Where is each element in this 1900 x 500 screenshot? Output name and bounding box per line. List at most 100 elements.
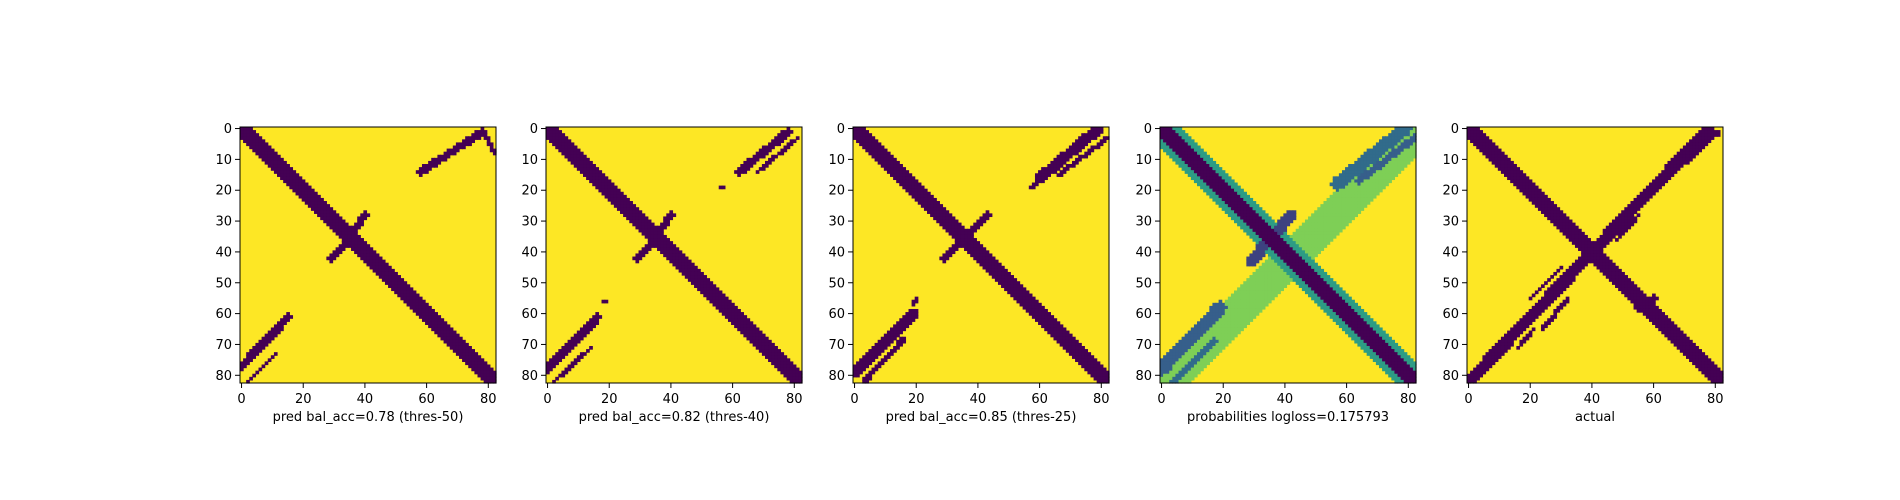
heatmap-cell <box>1360 321 1365 325</box>
heatmap-cell <box>749 333 754 338</box>
heatmap-cell <box>1044 167 1048 171</box>
heatmap-cell <box>914 194 919 199</box>
heatmap-cell <box>650 234 655 239</box>
heatmap-cell <box>911 185 916 190</box>
heatmap-cell <box>1308 238 1312 242</box>
y-tick-label: 10 <box>521 153 538 168</box>
heatmap-cell <box>468 358 472 363</box>
heatmap-cell <box>758 336 763 341</box>
heatmap-cell <box>1329 284 1334 288</box>
heatmap-cell <box>1197 327 1201 332</box>
heatmap-cell <box>902 315 907 319</box>
heatmap-cell <box>1105 370 1110 375</box>
heatmap-cell <box>979 222 984 227</box>
heatmap-cell <box>323 219 327 224</box>
heatmap-cell <box>406 302 411 307</box>
heatmap-cell <box>1221 345 1226 350</box>
heatmap-cell <box>660 234 664 239</box>
heatmap-cell <box>270 327 275 332</box>
heatmap-cell <box>979 216 984 221</box>
heatmap-cell <box>564 136 569 140</box>
heatmap-cell <box>317 213 321 218</box>
heatmap-cell <box>1304 284 1309 288</box>
heatmap-cell <box>997 265 1002 270</box>
heatmap-cell <box>1338 296 1343 301</box>
heatmap-cell <box>731 321 735 325</box>
heatmap-cell <box>1267 259 1272 264</box>
heatmap-cell <box>437 318 442 322</box>
heatmap-cell <box>945 253 950 258</box>
heatmap-cell <box>561 373 566 378</box>
heatmap-cell <box>1267 231 1272 236</box>
heatmap-cell <box>1409 361 1414 366</box>
heatmap-cell <box>1301 241 1306 245</box>
heatmap-cell <box>286 170 290 174</box>
heatmap-cell <box>546 133 550 137</box>
heatmap-cell <box>697 275 701 279</box>
heatmap-cell <box>1230 327 1235 332</box>
heatmap-cell <box>1252 290 1257 295</box>
heatmap-cell <box>477 136 482 140</box>
heatmap-cell <box>332 256 337 261</box>
heatmap-cell <box>1267 238 1272 242</box>
heatmap-cell <box>1286 256 1291 261</box>
heatmap-cell <box>920 201 925 205</box>
heatmap-cell <box>483 370 488 375</box>
heatmap-cell <box>1075 352 1079 356</box>
x-tick: 40 <box>663 383 679 407</box>
heatmap-cell <box>629 207 633 211</box>
heatmap-cell <box>1218 315 1223 319</box>
heatmap-cell <box>771 139 775 144</box>
heatmap-cell <box>1713 133 1718 137</box>
heatmap-cell <box>267 151 272 156</box>
heatmap-cell <box>1246 312 1251 316</box>
heatmap-cell <box>1053 170 1058 174</box>
heatmap-cell <box>1184 136 1189 140</box>
heatmap-cell <box>1053 318 1058 322</box>
heatmap-cell <box>332 222 337 227</box>
heatmap-cell <box>249 352 253 356</box>
heatmap-cell <box>1406 136 1411 140</box>
heatmap-cell <box>768 160 772 165</box>
heatmap-cell <box>1388 136 1392 140</box>
heatmap-cell <box>1068 148 1073 153</box>
heatmap-cell <box>709 299 714 304</box>
heatmap-cell <box>1206 312 1210 316</box>
heatmap-cell <box>310 207 315 211</box>
heatmap-cell <box>351 238 355 242</box>
heatmap-cell <box>752 154 757 159</box>
heatmap-cell <box>1215 352 1220 356</box>
heatmap-cell <box>598 179 603 184</box>
heatmap-cell <box>1385 333 1389 338</box>
heatmap-cell <box>1295 250 1300 255</box>
heatmap-cell <box>1178 349 1183 353</box>
heatmap-cell <box>1332 296 1337 301</box>
heatmap-cell <box>1249 216 1254 221</box>
heatmap-cell <box>749 324 754 329</box>
heatmap-cell <box>663 216 667 221</box>
heatmap-cell <box>1382 173 1386 177</box>
heatmap-cell <box>1169 376 1173 381</box>
heatmap-cell <box>666 247 670 251</box>
heatmap-cell <box>865 148 870 153</box>
heatmap-cell <box>341 225 346 230</box>
heatmap-cell <box>323 204 327 208</box>
heatmap-cell <box>752 330 757 335</box>
heatmap-cell <box>890 164 894 168</box>
heatmap-cell <box>1283 228 1288 233</box>
heatmap-cell <box>1301 250 1306 255</box>
heatmap-cell <box>715 296 720 301</box>
heatmap-cell <box>1081 358 1085 363</box>
heatmap-cell <box>1215 315 1220 319</box>
heatmap-cell <box>957 234 962 239</box>
heatmap-cell <box>277 321 281 325</box>
heatmap-cell <box>1280 278 1284 282</box>
heatmap-cell <box>768 349 772 353</box>
heatmap-cell <box>1181 339 1186 344</box>
heatmap-cell <box>246 361 250 366</box>
heatmap-cell <box>868 358 873 363</box>
heatmap-cell <box>982 247 987 251</box>
heatmap-cell <box>1084 133 1089 137</box>
heatmap-cell <box>1369 182 1374 187</box>
heatmap-cell <box>283 318 287 322</box>
